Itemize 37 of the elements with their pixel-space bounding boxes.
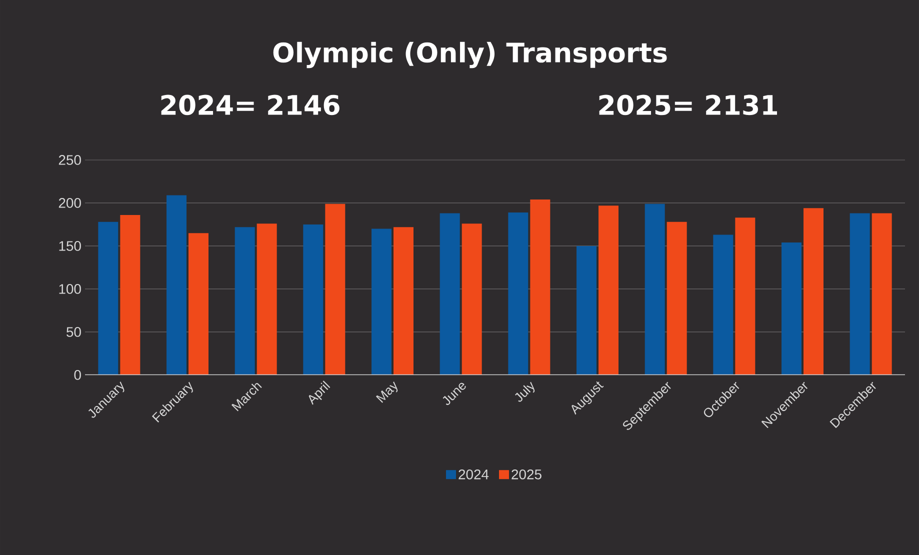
bar bbox=[325, 204, 346, 375]
y-tick-label: 200 bbox=[58, 198, 81, 208]
text: 2024= 2146 bbox=[161, 94, 340, 116]
chart-title: Olympic (Only) Transports bbox=[273, 42, 667, 68]
bar bbox=[120, 215, 140, 375]
bar bbox=[508, 212, 528, 375]
bar bbox=[850, 213, 870, 375]
bar bbox=[372, 228, 392, 375]
bar bbox=[188, 233, 209, 375]
text: 2025= 2131 bbox=[599, 94, 778, 116]
bar bbox=[256, 224, 277, 375]
bar bbox=[804, 208, 824, 375]
bar bbox=[303, 224, 324, 375]
y-tick-label: 150 bbox=[59, 241, 81, 251]
y-tick-label: 0 bbox=[74, 370, 81, 380]
bar bbox=[735, 218, 756, 375]
x-tick-label: July bbox=[515, 382, 535, 402]
bar bbox=[872, 213, 892, 375]
bar bbox=[462, 224, 482, 375]
bar bbox=[598, 206, 619, 375]
bar bbox=[576, 246, 597, 375]
bar bbox=[530, 200, 550, 375]
bar bbox=[782, 242, 802, 375]
bar bbox=[234, 227, 255, 375]
bar bbox=[98, 222, 118, 375]
bar bbox=[644, 204, 665, 375]
legend-label: 2024 bbox=[458, 469, 489, 480]
bar bbox=[666, 222, 687, 375]
y-tick-label: 100 bbox=[59, 284, 81, 294]
x-tick-label: May bbox=[376, 381, 398, 403]
bar bbox=[713, 234, 734, 375]
bar bbox=[166, 195, 187, 375]
legend-label: 2025 bbox=[512, 469, 542, 480]
bar bbox=[440, 213, 460, 375]
y-tick-label: 50 bbox=[66, 327, 81, 337]
y-tick-label: 250 bbox=[58, 155, 81, 165]
bar bbox=[394, 227, 414, 375]
